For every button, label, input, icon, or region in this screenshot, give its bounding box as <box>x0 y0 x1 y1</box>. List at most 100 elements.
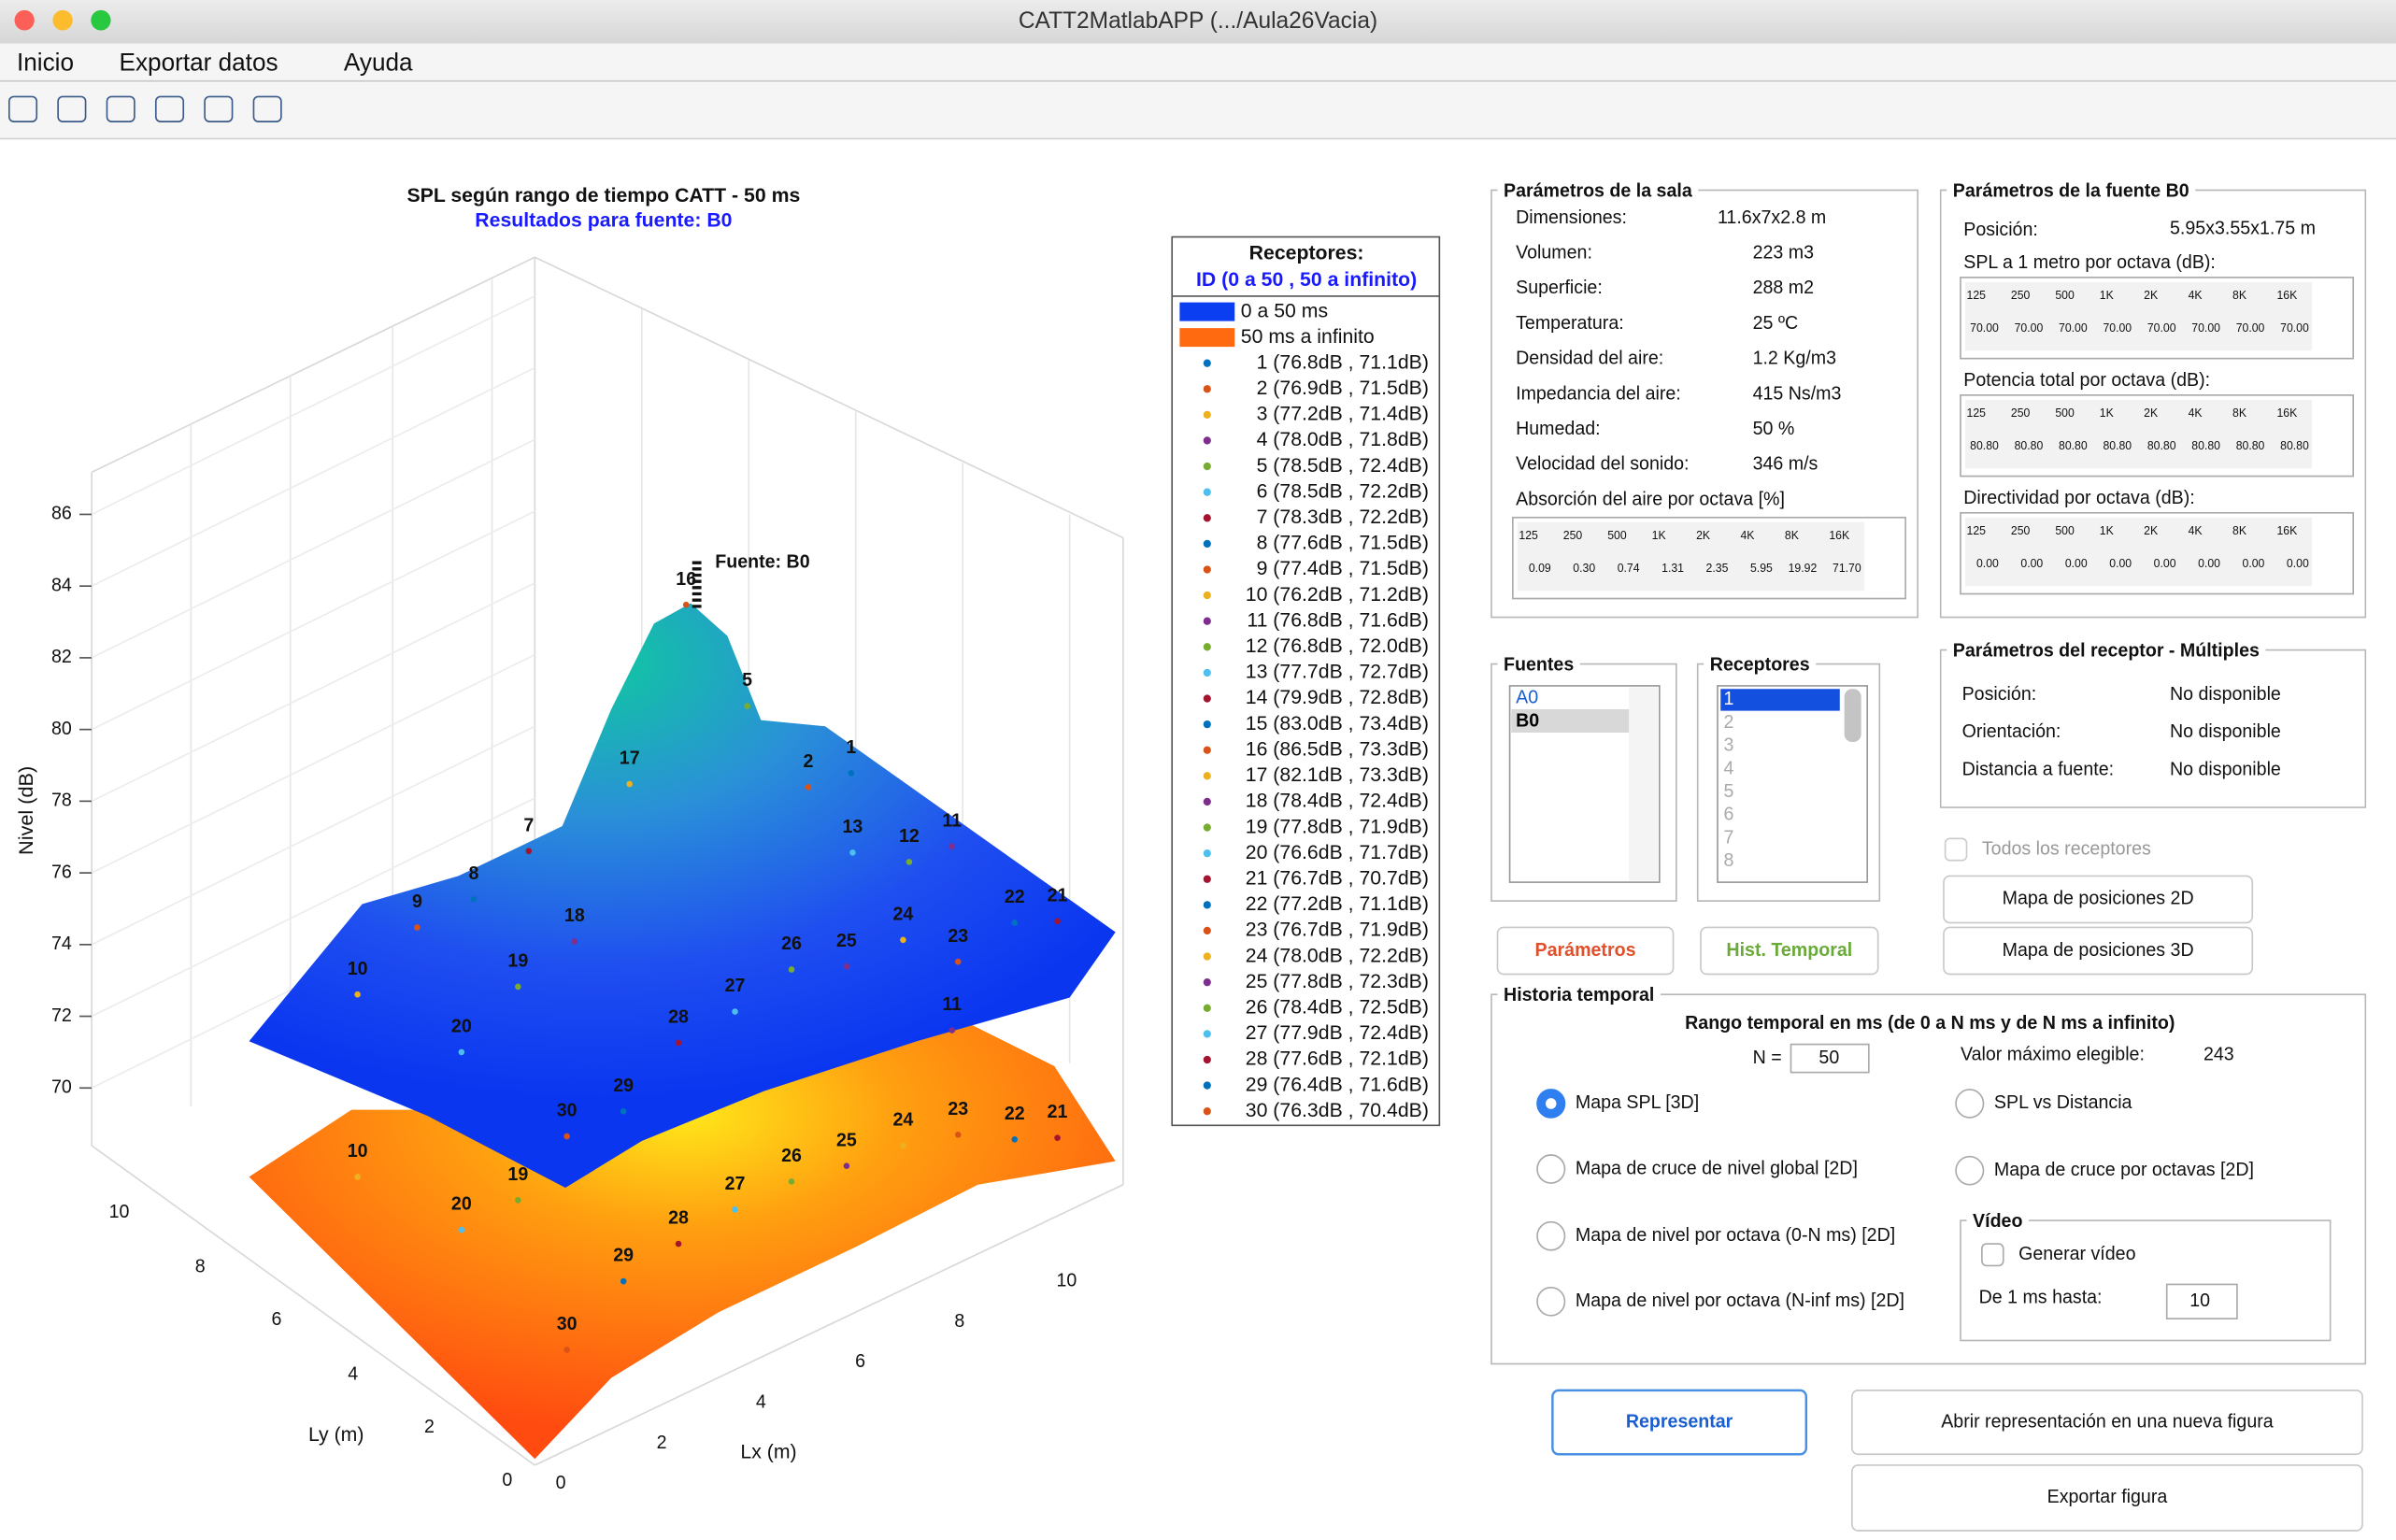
receiver-point <box>1054 1134 1061 1141</box>
close-button[interactable] <box>14 9 35 31</box>
map3d-button[interactable] <box>1943 926 2254 976</box>
toolbar-icon[interactable] <box>252 95 282 122</box>
input-label: De 1 ms hasta: <box>1979 1288 2103 1308</box>
toolbar <box>0 82 2396 139</box>
grid-line <box>91 653 535 874</box>
open-new-button-label[interactable]: Abrir representación en una nueva figura <box>1941 1411 2274 1432</box>
receiver-label-early: 26 <box>781 934 802 954</box>
list-item[interactable]: 1 <box>1724 689 1734 709</box>
list-item[interactable]: B0 <box>1516 710 1539 731</box>
map3d-button-label[interactable]: Mapa de posiciones 3D <box>2003 940 2194 961</box>
represent-button[interactable] <box>1551 1389 1808 1456</box>
menu-item[interactable]: Inicio <box>17 48 74 76</box>
radio-label[interactable]: Mapa de nivel por octava (N-inf ms) [2D] <box>1576 1290 1904 1311</box>
panel-border <box>1490 189 1918 619</box>
radio-button[interactable] <box>1536 1154 1566 1184</box>
octave-band: 125 <box>1519 529 1538 542</box>
z-tick-label: 78 <box>51 790 72 810</box>
radio-button[interactable] <box>1955 1089 1985 1119</box>
octave-band: 250 <box>1563 529 1583 542</box>
list-item[interactable]: 2 <box>1724 712 1734 733</box>
octave-value: 80.80 <box>1970 439 1999 452</box>
receiver-point <box>1054 918 1061 925</box>
checkbox-label[interactable]: Generar vídeo <box>2018 1244 2135 1264</box>
export-button-label[interactable]: Exportar figura <box>2047 1487 2169 1507</box>
menu-item[interactable]: Exportar datos <box>120 48 278 76</box>
octave-value: 70.00 <box>2236 321 2265 335</box>
legend-entry: 1 (76.8dB , 71.1dB) <box>1257 350 1429 373</box>
input-value[interactable]: 10 <box>2189 1290 2210 1311</box>
legend-marker <box>1203 591 1211 600</box>
history-button[interactable] <box>1700 926 1879 976</box>
checkbox[interactable] <box>1981 1243 2004 1267</box>
n-input[interactable] <box>1790 1043 1870 1074</box>
toolbar-icon[interactable] <box>7 95 38 122</box>
map2d-button[interactable] <box>1943 875 2254 924</box>
history-button-label[interactable]: Hist. Temporal <box>1726 940 1852 961</box>
receiver-point <box>354 1174 361 1180</box>
represent-button-label[interactable]: Representar <box>1626 1411 1733 1432</box>
radio-button[interactable] <box>1536 1286 1566 1317</box>
until-input[interactable] <box>2165 1283 2238 1319</box>
toolbar-icon[interactable] <box>154 95 185 122</box>
legend-marker <box>1203 643 1211 651</box>
list-item[interactable]: 5 <box>1724 781 1734 802</box>
legend-entry: 6 (78.5dB , 72.2dB) <box>1257 479 1429 502</box>
open-new-button[interactable] <box>1851 1390 2363 1456</box>
param-value: 5.95x3.55x1.75 m <box>2170 218 2316 238</box>
scrollbar-thumb[interactable] <box>1844 689 1861 742</box>
params-button[interactable] <box>1496 926 1675 976</box>
octave-band: 500 <box>2055 524 2075 537</box>
export-button[interactable] <box>1851 1464 2363 1532</box>
list-item[interactable]: 7 <box>1724 827 1734 848</box>
radio-button[interactable] <box>1536 1220 1566 1251</box>
legend-swatch <box>1179 328 1235 348</box>
octave-band: 4K <box>1740 529 1755 542</box>
checkbox-label[interactable]: Todos los receptores <box>1982 838 2151 859</box>
radio-button[interactable] <box>1955 1155 1985 1186</box>
radio-label[interactable]: SPL vs Distancia <box>1994 1092 2133 1113</box>
legend-entry: 23 (76.7dB , 71.9dB) <box>1246 919 1429 941</box>
toolbar-icon[interactable] <box>204 95 234 122</box>
minimize-button[interactable] <box>52 9 73 31</box>
legend-entry: 9 (77.4dB , 71.5dB) <box>1257 557 1429 579</box>
list-item[interactable]: A0 <box>1516 687 1538 707</box>
octave-value: 0.30 <box>1573 562 1595 575</box>
octave-band: 8K <box>2232 406 2247 420</box>
list-item[interactable]: 6 <box>1724 804 1734 824</box>
legend-entry: 18 (78.4dB , 72.4dB) <box>1246 789 1429 811</box>
radio-label[interactable]: Mapa de nivel por octava (0-N ms) [2D] <box>1576 1225 1895 1246</box>
radio-label[interactable]: Mapa de cruce de nivel global [2D] <box>1576 1158 1858 1178</box>
legend-entry: 3 (77.2dB , 71.4dB) <box>1257 402 1429 424</box>
octave-band: 250 <box>2011 406 2031 420</box>
legend-title: Receptores: <box>1249 241 1364 264</box>
panel-title-bg <box>1497 178 1699 202</box>
list-item[interactable]: 4 <box>1724 758 1734 778</box>
legend-marker <box>1203 385 1211 393</box>
radio-label[interactable]: Mapa de cruce por octavas [2D] <box>1994 1160 2254 1180</box>
radio-label[interactable]: Mapa SPL [3D] <box>1576 1092 1699 1113</box>
table-label: SPL a 1 metro por octava (dB): <box>1963 252 2216 273</box>
octave-band: 2K <box>2144 406 2159 420</box>
input-value[interactable]: 50 <box>1818 1048 1839 1068</box>
list-item[interactable]: 3 <box>1724 734 1734 755</box>
legend-entry: 11 (76.8dB , 71.6dB) <box>1247 608 1429 631</box>
toolbar-icon[interactable] <box>106 95 135 122</box>
legend-entry: 2 (76.9dB , 71.5dB) <box>1257 377 1429 399</box>
legend-marker <box>1203 694 1211 703</box>
legend-marker <box>1203 720 1211 729</box>
octave-band: 2K <box>2144 289 2159 302</box>
octave-value: 80.80 <box>2191 439 2220 452</box>
legend-marker <box>1203 539 1211 549</box>
zoom-button[interactable] <box>91 9 111 31</box>
checkbox[interactable] <box>1944 837 1968 862</box>
toolbar-icon[interactable] <box>57 95 87 122</box>
octave-table-bg <box>1964 399 2313 469</box>
params-button-label[interactable]: Parámetros <box>1535 940 1636 961</box>
map2d-button-label[interactable]: Mapa de posiciones 2D <box>2003 889 2194 909</box>
receiver-label-late: 27 <box>725 1174 746 1194</box>
receiver-label-early: 21 <box>1048 885 1068 905</box>
list-item[interactable]: 8 <box>1724 850 1734 871</box>
menu-item[interactable]: Ayuda <box>344 48 413 76</box>
